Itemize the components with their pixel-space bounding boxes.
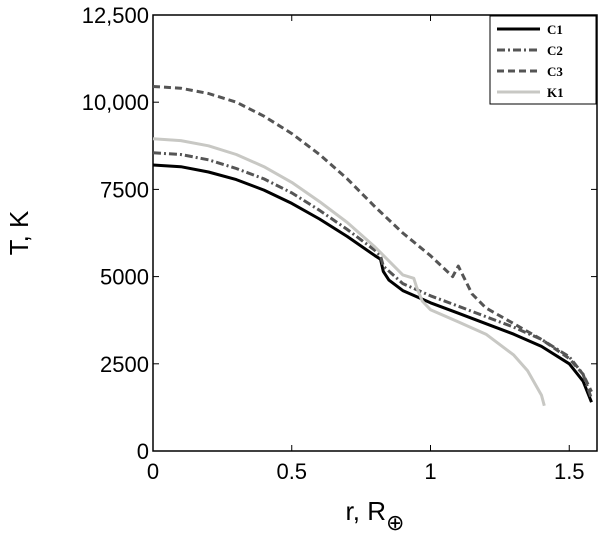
x-tick-label: 0.5 (276, 459, 307, 484)
y-tick-label: 5000 (100, 265, 149, 290)
legend-label-c1: C1 (547, 22, 563, 37)
x-axis-label-subscript: ⊕ (386, 510, 404, 535)
y-axis: 0 2500 5000 7500 10,000 12,500 (82, 3, 597, 464)
y-axis-label: T, K (4, 210, 34, 255)
y-tick-label: 0 (137, 439, 149, 464)
x-axis: 0 0.5 1 1.5 (147, 15, 585, 484)
x-tick-label: 0 (147, 459, 159, 484)
y-tick-label: 7500 (100, 177, 149, 202)
y-tick-label: 10,000 (82, 90, 149, 115)
series-layer (152, 85, 593, 407)
y-tick-label: 12,500 (82, 3, 149, 28)
x-tick-label: 1.5 (554, 459, 585, 484)
x-axis-label: r, R⊕ (346, 496, 405, 535)
series-line-c1 (152, 163, 593, 403)
series-line-k1 (152, 137, 546, 407)
legend-label-k1: K1 (547, 85, 564, 100)
legend-box (489, 15, 597, 105)
legend: C1 C2 C3 K1 (489, 15, 597, 105)
series-line-c3 (152, 85, 593, 393)
legend-label-c3: C3 (547, 64, 563, 79)
legend-label-c2: C2 (547, 43, 563, 58)
x-tick-label: 1 (424, 459, 436, 484)
y-tick-label: 2500 (100, 352, 149, 377)
